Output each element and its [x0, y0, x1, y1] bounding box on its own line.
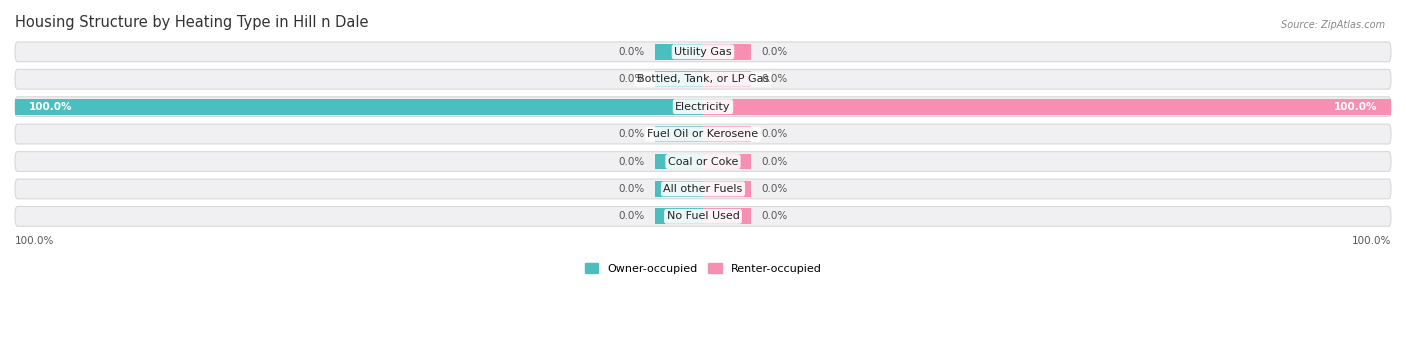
Text: Bottled, Tank, or LP Gas: Bottled, Tank, or LP Gas — [637, 74, 769, 84]
Text: 0.0%: 0.0% — [762, 184, 787, 194]
Bar — [655, 181, 703, 197]
Bar — [703, 154, 751, 169]
Text: 100.0%: 100.0% — [1351, 236, 1391, 246]
FancyBboxPatch shape — [15, 206, 1391, 226]
FancyBboxPatch shape — [15, 42, 1391, 62]
Text: 0.0%: 0.0% — [619, 74, 644, 84]
Bar — [703, 44, 751, 60]
Bar — [15, 99, 703, 115]
Bar — [655, 154, 703, 169]
FancyBboxPatch shape — [15, 124, 1391, 144]
Bar — [703, 126, 751, 142]
Text: 100.0%: 100.0% — [1334, 102, 1378, 112]
Text: 100.0%: 100.0% — [28, 102, 72, 112]
Bar — [703, 71, 751, 87]
Text: 0.0%: 0.0% — [619, 156, 644, 167]
Bar — [703, 181, 751, 197]
Text: Coal or Coke: Coal or Coke — [668, 156, 738, 167]
Text: 0.0%: 0.0% — [762, 74, 787, 84]
FancyBboxPatch shape — [15, 69, 1391, 89]
Text: Source: ZipAtlas.com: Source: ZipAtlas.com — [1281, 20, 1385, 30]
Text: 0.0%: 0.0% — [619, 184, 644, 194]
FancyBboxPatch shape — [15, 97, 1391, 117]
Bar — [655, 208, 703, 224]
Legend: Owner-occupied, Renter-occupied: Owner-occupied, Renter-occupied — [581, 259, 825, 278]
FancyBboxPatch shape — [15, 179, 1391, 199]
Text: Housing Structure by Heating Type in Hill n Dale: Housing Structure by Heating Type in Hil… — [15, 15, 368, 30]
Bar — [655, 126, 703, 142]
Text: All other Fuels: All other Fuels — [664, 184, 742, 194]
Text: 0.0%: 0.0% — [619, 47, 644, 57]
Text: Utility Gas: Utility Gas — [675, 47, 731, 57]
Text: 0.0%: 0.0% — [762, 129, 787, 139]
Text: 100.0%: 100.0% — [15, 236, 55, 246]
Text: Electricity: Electricity — [675, 102, 731, 112]
Bar — [655, 71, 703, 87]
Text: 0.0%: 0.0% — [762, 211, 787, 221]
Text: Fuel Oil or Kerosene: Fuel Oil or Kerosene — [647, 129, 759, 139]
FancyBboxPatch shape — [15, 152, 1391, 171]
Bar — [703, 99, 1391, 115]
Bar — [655, 44, 703, 60]
Text: 0.0%: 0.0% — [762, 47, 787, 57]
Text: 0.0%: 0.0% — [762, 156, 787, 167]
Text: 0.0%: 0.0% — [619, 211, 644, 221]
Bar — [703, 208, 751, 224]
Text: No Fuel Used: No Fuel Used — [666, 211, 740, 221]
Text: 0.0%: 0.0% — [619, 129, 644, 139]
